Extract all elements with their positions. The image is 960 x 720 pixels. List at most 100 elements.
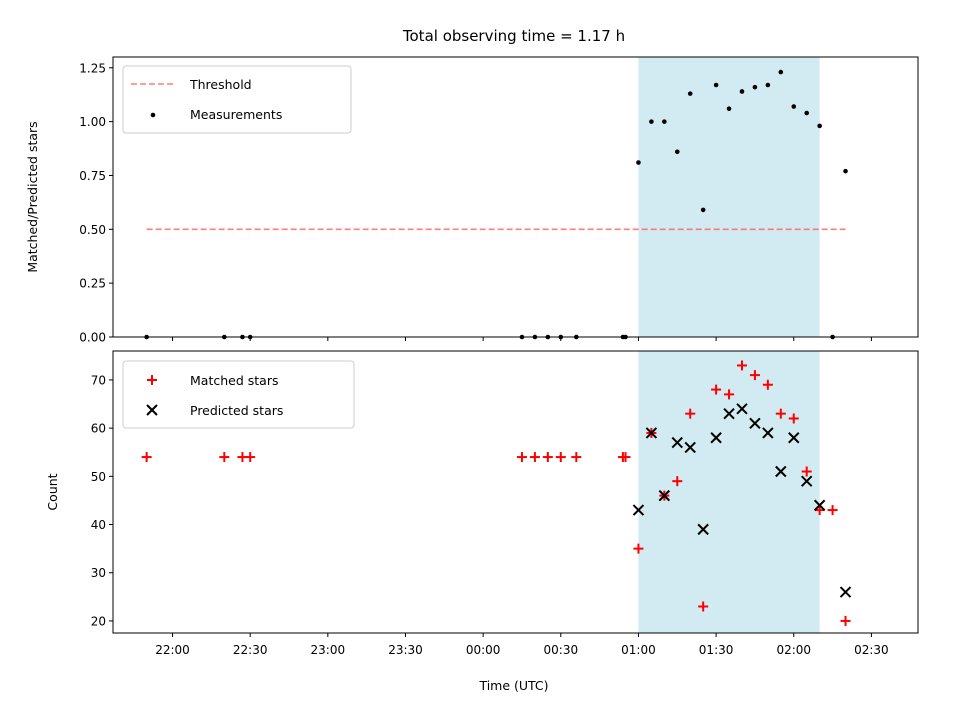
- y-tick-label: 60: [91, 422, 106, 436]
- predicted-star-point-b: [800, 475, 813, 487]
- measurement-point: [752, 84, 758, 90]
- predicted-star-point-b: [839, 586, 852, 598]
- matched-star-point: [801, 466, 812, 477]
- matched-star-point: [529, 452, 540, 463]
- y-tick-label: 0.00: [79, 331, 106, 345]
- predicted-star-point: [697, 523, 709, 536]
- measurement-point: [649, 119, 654, 124]
- bottom-x-ticks: 22:00 22:30 23:00 23:30 00:00 00:30 01:00 01:30…: [155, 633, 889, 657]
- matched-star-point: [516, 452, 527, 463]
- measurement-point: [739, 89, 745, 94]
- y-tick-label: 30: [91, 566, 106, 580]
- predicted-star-point: [658, 489, 671, 502]
- x-tick-label: 01:30: [699, 643, 734, 657]
- matched-star-point: [736, 360, 747, 371]
- matched-star-point: [711, 384, 722, 395]
- predicted-stars-legend-swatch: [146, 404, 158, 416]
- y-tick-label: 20: [91, 614, 106, 628]
- measurement-point: [713, 82, 719, 88]
- measurement-point: [765, 82, 771, 88]
- matched-star-point: [775, 408, 786, 419]
- matched-stars-legend-swatch: [147, 375, 157, 385]
- predicted-star-point-b: [788, 432, 800, 444]
- predicted-star-point-b: [632, 504, 645, 516]
- y-tick-label: 50: [91, 470, 106, 484]
- matched-star-point: [698, 601, 709, 612]
- x-axis-label: Time (UTC): [478, 678, 548, 693]
- y-tick-label: 0.50: [79, 223, 106, 237]
- predicted-star-point: [839, 586, 852, 598]
- predicted-star-point-b: [671, 436, 683, 449]
- matched-star-point: [814, 505, 825, 516]
- x-tick-label: 23:30: [388, 643, 423, 657]
- predicted-star-point: [800, 475, 813, 487]
- predicted-star-point: [775, 465, 787, 478]
- matched-star-point: [571, 452, 582, 463]
- bottom-legend-box: [122, 360, 355, 429]
- predicted-star-point: [645, 427, 658, 439]
- top-y-ticks: 0.00 0.25 0.50 0.75 1.00 1.25: [79, 61, 113, 345]
- measurement-point: [674, 149, 680, 155]
- bottom-legend: Matched stars Predicted stars: [122, 360, 355, 429]
- predicted-star-point-b: [762, 427, 774, 439]
- measurement-point: [804, 110, 809, 116]
- bottom-y-axis-label: Count: [45, 473, 60, 510]
- measurement-point: [687, 91, 693, 96]
- matched-star-point: [633, 543, 644, 554]
- predicted-star-point-b: [658, 489, 671, 502]
- matched-stars-legend-label: Matched stars: [190, 373, 278, 388]
- y-tick-label: 1.25: [79, 61, 106, 75]
- predicted-star-point-b: [723, 407, 735, 420]
- measurement-point: [817, 123, 822, 129]
- y-tick-label: 0.75: [79, 169, 106, 183]
- predicted-star-point-b: [736, 403, 748, 415]
- chart-title: Total observing time = 1.17 h: [402, 27, 625, 45]
- x-tick-label: 01:00: [621, 643, 656, 657]
- predicted-star-point-b: [775, 465, 787, 478]
- predicted-star-point-b: [684, 441, 696, 454]
- bottom-axes-frame: [112, 350, 919, 634]
- x-tick-label: 02:30: [854, 643, 889, 657]
- predicted-star-point: [710, 432, 722, 444]
- matched-star-point: [724, 389, 735, 400]
- predicted-star-point: [632, 504, 645, 516]
- bottom-panel: 20 30 40 50 60 70 22:00 22:30 23:00 23:30 00:00 00…: [45, 350, 919, 657]
- measurement-point: [636, 160, 641, 165]
- predicted-star-point-b: [813, 499, 826, 511]
- matched-star-point: [555, 452, 566, 463]
- top-x-ticks: [172, 337, 872, 341]
- predicted-stars-legend-label: Predicted stars: [190, 403, 283, 418]
- x-tick-label: 02:00: [776, 643, 811, 657]
- measurement-point: [662, 119, 667, 124]
- observing-window-top: [638, 57, 820, 337]
- predicted-star-point-b: [645, 427, 658, 439]
- measurement-point: [778, 69, 784, 75]
- predicted-star-point: [723, 407, 735, 420]
- x-tick-label: 23:00: [311, 643, 346, 657]
- matched-star-point: [827, 505, 838, 516]
- predicted-star-point: [813, 499, 826, 511]
- y-tick-label: 0.25: [79, 277, 106, 291]
- threshold-legend-label: Threshold: [189, 77, 252, 92]
- counts-series: [141, 360, 852, 626]
- matched-star-point: [788, 413, 799, 424]
- matched-star-point: [840, 615, 851, 626]
- x-tick-label: 00:00: [466, 643, 501, 657]
- predicted-star-point-b: [697, 523, 709, 536]
- measurement-point: [726, 106, 732, 111]
- measurement-point: [791, 104, 797, 109]
- predicted-star-point: [671, 436, 683, 449]
- predicted-star-point: [749, 417, 761, 430]
- measurement-point: [700, 207, 706, 213]
- bottom-y-ticks: 20 30 40 50 60 70: [91, 373, 113, 628]
- measurements-legend-label: Measurements: [190, 107, 282, 122]
- predicted-star-point: [762, 427, 774, 439]
- predicted-star-point: [736, 403, 748, 415]
- top-legend-box: [122, 65, 352, 134]
- measurements-legend-swatch: [150, 112, 156, 118]
- measurement-point: [843, 168, 848, 174]
- predicted-star-point: [788, 432, 800, 444]
- y-tick-label: 1.00: [79, 115, 106, 129]
- x-tick-label: 22:00: [155, 643, 190, 657]
